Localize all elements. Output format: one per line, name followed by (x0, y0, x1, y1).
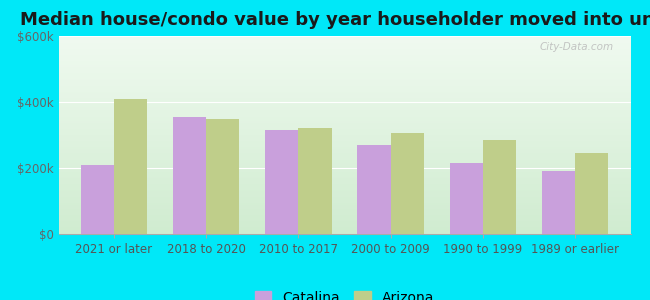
Bar (450, 163, 483, 234)
Bar (298, 128, 332, 234)
Bar (81, 165, 114, 234)
Legend: Catalina, Arizona: Catalina, Arizona (249, 285, 440, 300)
Bar (206, 118, 239, 234)
Bar (575, 153, 608, 234)
Bar (358, 145, 391, 234)
Bar (173, 117, 206, 234)
Bar (483, 140, 516, 234)
Bar (114, 99, 147, 234)
Text: City-Data.com: City-Data.com (540, 42, 614, 52)
Bar (542, 171, 575, 234)
Bar (391, 133, 424, 234)
Bar (265, 130, 298, 234)
Title: Median house/condo value by year householder moved into unit: Median house/condo value by year househo… (20, 11, 650, 29)
